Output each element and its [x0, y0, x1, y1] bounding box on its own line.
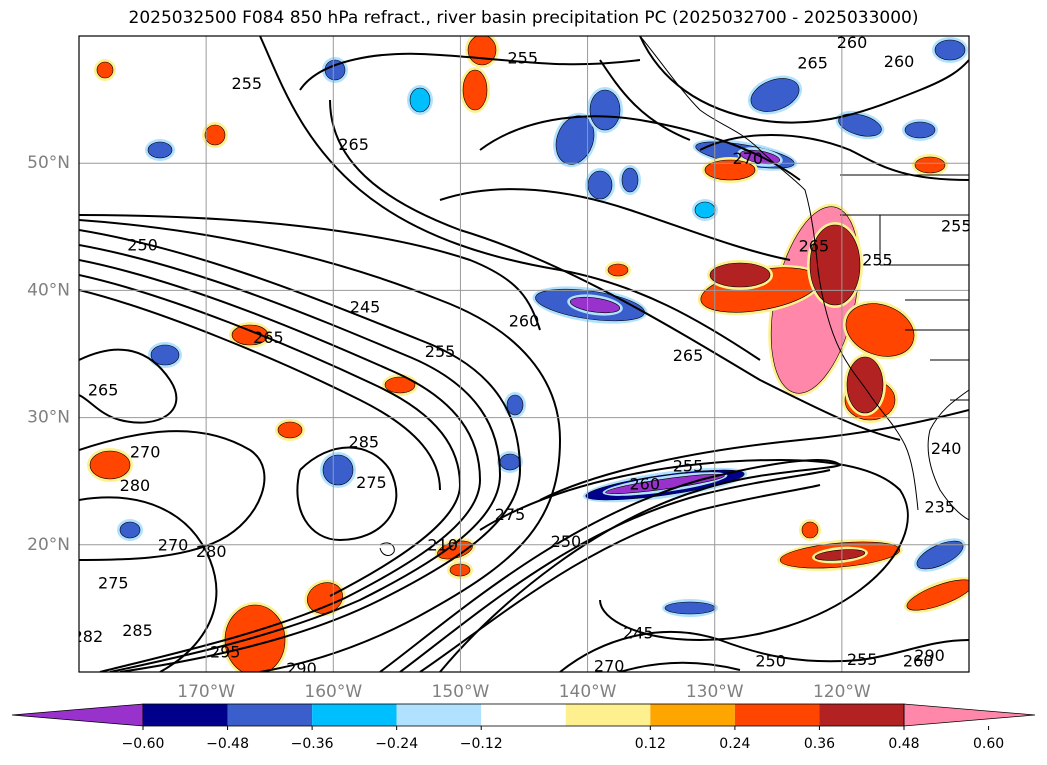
contour-label: 270: [130, 443, 161, 462]
colorbar-tick-label: 0.48: [888, 736, 919, 752]
contour-label: 210: [427, 536, 458, 555]
latitude-tick-label: 30°N: [27, 408, 70, 428]
longitude-tick-label: 170°W: [177, 682, 235, 702]
contour-label: 290: [286, 659, 317, 678]
colorbar-extend-max: [903, 703, 1036, 727]
contour-label: 250: [755, 651, 786, 670]
colorbar-box: [819, 704, 904, 726]
colorbar-box: [565, 704, 651, 726]
contour-label: 270: [732, 149, 763, 168]
longitude-tick-label: 160°W: [304, 682, 362, 702]
longitude-tick-label: 130°W: [686, 682, 744, 702]
contour-label: 282: [73, 627, 104, 646]
contour-label: 245: [350, 298, 381, 317]
colorbar-tick-label: 0.12: [635, 736, 666, 752]
colorbar-tick-label: 0.60: [973, 736, 1004, 752]
contour-label: 265: [253, 328, 284, 347]
contour-label: 290: [914, 646, 945, 665]
contour-label: 255: [941, 216, 972, 235]
chart-title: 2025032500 F084 850 hPa refract., river …: [128, 8, 919, 28]
contour-label: 265: [799, 237, 830, 256]
contour-label: 280: [120, 476, 151, 495]
contour-label: 260: [903, 651, 934, 670]
contour-label: 270: [158, 536, 189, 555]
colorbar-box: [143, 704, 228, 726]
contour-label: 275: [495, 505, 526, 524]
colorbar-frame: [142, 703, 905, 727]
contour-label: 255: [232, 74, 263, 93]
contour-label: 265: [88, 380, 119, 399]
contour-label: 275: [356, 473, 387, 492]
contour-label: 250: [127, 235, 158, 254]
longitude-tick-label: 120°W: [813, 682, 871, 702]
colorbar-tick-label: 0.36: [804, 736, 835, 752]
contour-label: 260: [884, 52, 915, 71]
latitude-tick-label: 40°N: [27, 280, 70, 300]
colorbar-tick-label: 0.24: [719, 736, 750, 752]
colorbar-box: [481, 704, 566, 726]
contour-label: 265: [797, 53, 828, 72]
contour-label: 250: [551, 532, 582, 551]
contour-label: 285: [349, 433, 380, 452]
colorbar-tick-label: −0.36: [291, 736, 334, 752]
colorbar-extend-min: [11, 703, 144, 727]
colorbar-tick-label: −0.12: [460, 736, 503, 752]
contour-label: 245: [623, 623, 654, 642]
colorbar-tick-label: −0.24: [375, 736, 418, 752]
graticule: [79, 36, 969, 672]
colorbar-tick-label: −0.60: [122, 736, 165, 752]
contour-label: 255: [673, 457, 704, 476]
longitude-tick-label: 150°W: [432, 682, 490, 702]
contour-label: 255: [847, 650, 878, 669]
contour-label: 255: [862, 251, 893, 270]
contour-label: 260: [630, 475, 661, 494]
longitude-tick-labels: 170°W 160°W 150°W 140°W 130°W 120°W: [177, 682, 871, 702]
contour-label: 265: [673, 346, 704, 365]
contour-label: 295: [210, 642, 241, 661]
coastline: [379, 36, 969, 556]
contour-label: 280: [196, 542, 227, 561]
contour-label: 260: [837, 33, 868, 52]
colorbar: −0.60 −0.48 −0.36 −0.24 −0.12 0.12 0.24 0.36 0.4…: [11, 703, 1036, 752]
contour-label: 270: [594, 656, 625, 675]
colorbar-box: [312, 704, 397, 726]
colorbar-box: [650, 704, 735, 726]
colorbar-box: [734, 704, 820, 726]
colorbar-box: [396, 704, 482, 726]
contour-label: 240: [931, 439, 962, 458]
colorbar-box: [227, 704, 313, 726]
refractivity-contours: [79, 36, 969, 672]
map-frame: [78, 35, 970, 673]
contour-label: 275: [98, 574, 129, 593]
contour-label: 255: [425, 342, 456, 361]
contour-label: 255: [507, 48, 538, 67]
longitude-tick-label: 140°W: [559, 682, 617, 702]
contour-label: 285: [122, 621, 153, 640]
latitude-tick-label: 50°N: [27, 153, 70, 173]
colorbar-tick-label: −0.48: [206, 736, 249, 752]
contour-label: 260: [509, 312, 540, 331]
contour-labels: 255 255 260 260 265 265 270 265 255 250 245 260 265 2…: [73, 33, 972, 678]
latitude-tick-label: 20°N: [27, 535, 70, 555]
latitude-tick-labels: 50°N 40°N 30°N 20°N: [27, 153, 70, 555]
contour-label: 265: [338, 135, 369, 154]
contour-label: 235: [924, 497, 955, 516]
